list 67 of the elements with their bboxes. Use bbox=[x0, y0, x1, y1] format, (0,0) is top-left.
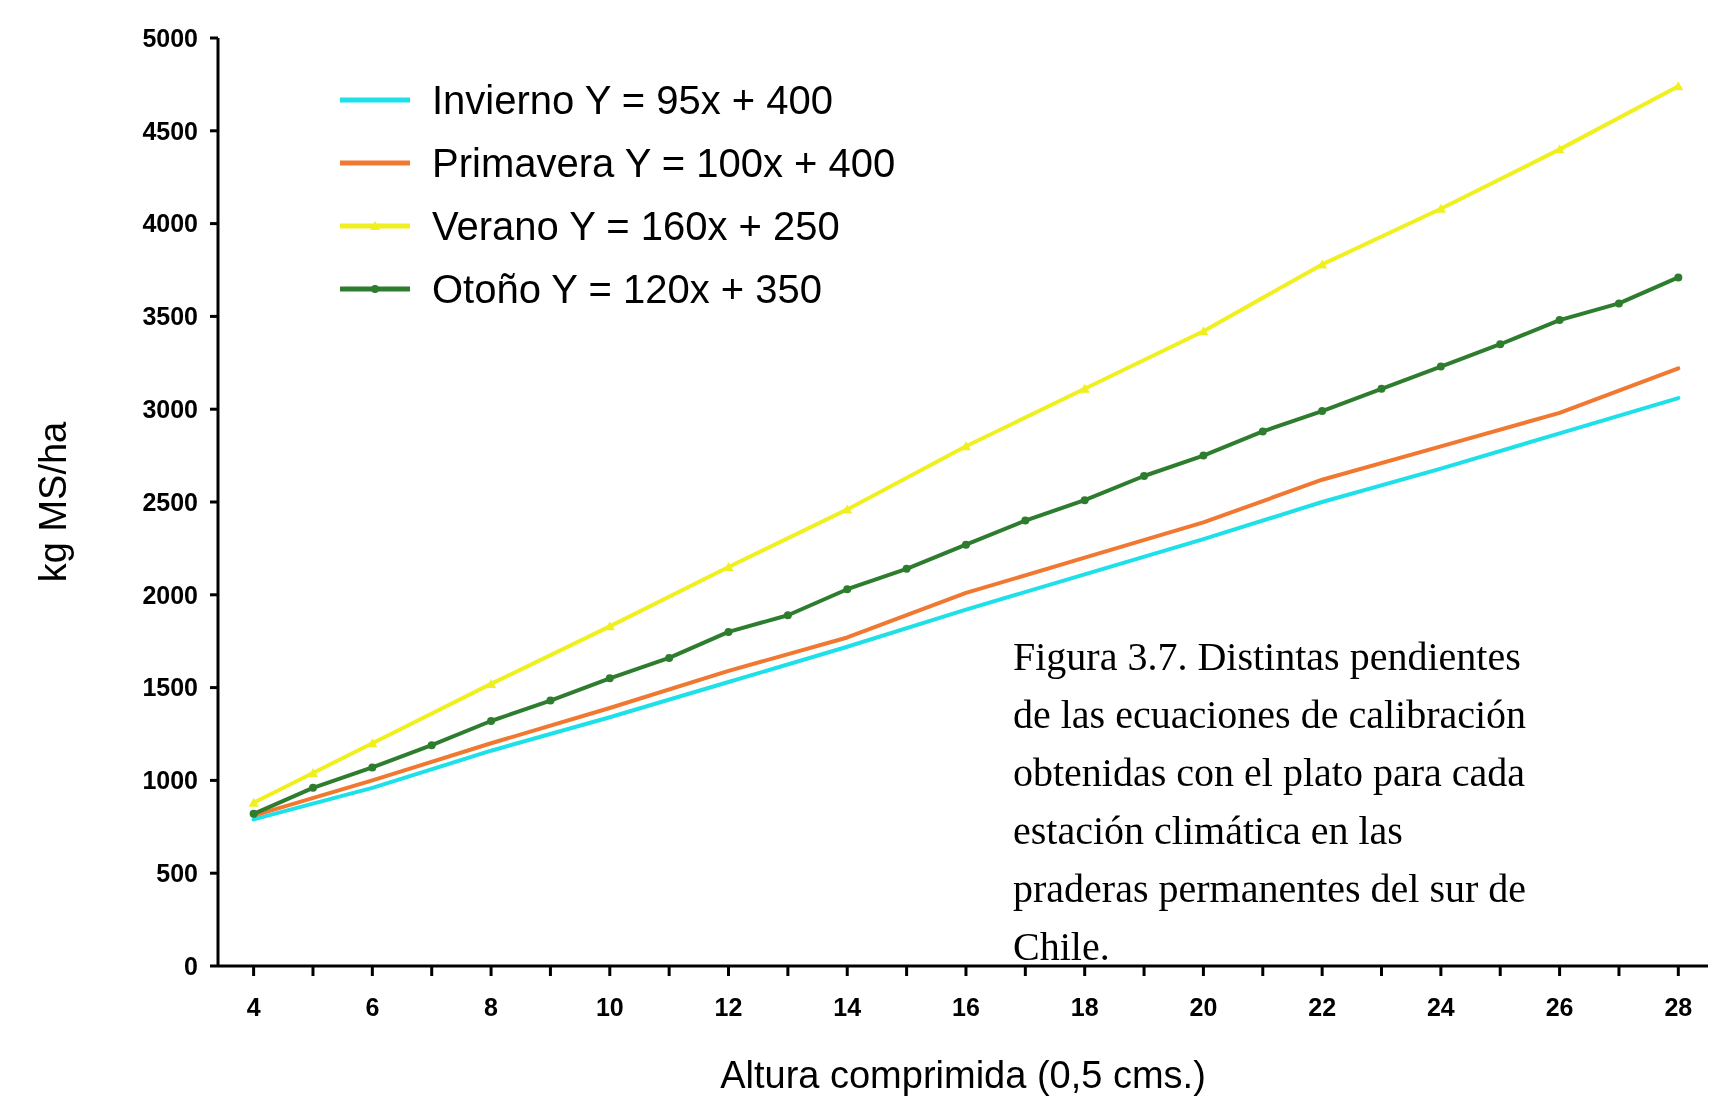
x-tick-label: 4 bbox=[246, 993, 261, 1021]
point bbox=[1140, 472, 1149, 481]
point bbox=[1674, 273, 1683, 282]
y-tick-label: 2500 bbox=[142, 487, 198, 516]
point bbox=[1021, 516, 1030, 525]
legend-label: Primavera Y = 100x + 400 bbox=[432, 141, 896, 185]
x-tick-label: 12 bbox=[714, 993, 743, 1021]
point bbox=[1258, 427, 1267, 436]
x-tick-label: 10 bbox=[595, 993, 624, 1021]
y-axis-title: kg MS/ha bbox=[32, 420, 74, 583]
x-tick-label: 16 bbox=[952, 993, 980, 1021]
point bbox=[1673, 81, 1684, 91]
annotation: Figura 3.7. Distintas pendientes de las ecuaciones de calibración obtenidas con el plato para cada estación climática en las praderas permanentes del sur de Chile. bbox=[1013, 634, 1527, 969]
point bbox=[783, 611, 792, 620]
point bbox=[1377, 384, 1386, 393]
x-tick-label: 22 bbox=[1308, 993, 1337, 1021]
x-tick-label: 18 bbox=[1070, 993, 1099, 1021]
point bbox=[367, 738, 378, 748]
point bbox=[427, 741, 436, 750]
point bbox=[665, 653, 674, 662]
point bbox=[605, 674, 614, 683]
point bbox=[1614, 299, 1623, 308]
y-tick-label: 1500 bbox=[142, 673, 198, 702]
x-tick-label: 26 bbox=[1545, 993, 1574, 1021]
point bbox=[1198, 326, 1209, 336]
legend-label: Verano Y = 160x + 250 bbox=[432, 204, 840, 248]
point bbox=[1555, 316, 1564, 325]
x-tick-label: 8 bbox=[484, 993, 499, 1021]
point bbox=[308, 783, 317, 792]
point bbox=[1554, 144, 1565, 154]
legend-label: Otoño Y = 120x + 350 bbox=[432, 267, 822, 311]
y-tick-label: 3500 bbox=[142, 302, 198, 331]
point bbox=[1199, 451, 1208, 460]
y-tick-label: 0 bbox=[184, 951, 198, 980]
point bbox=[843, 585, 852, 594]
point bbox=[487, 717, 496, 726]
point bbox=[1318, 407, 1327, 416]
y-tick-label: 4000 bbox=[142, 209, 198, 238]
y-tick-label: 5000 bbox=[142, 23, 198, 52]
x-tick-label: 14 bbox=[833, 993, 862, 1021]
point bbox=[1079, 383, 1090, 393]
point bbox=[1496, 340, 1505, 349]
point bbox=[249, 809, 258, 818]
point bbox=[546, 696, 555, 705]
point bbox=[248, 797, 259, 807]
point bbox=[1436, 362, 1445, 371]
y-tick-label: 4500 bbox=[142, 116, 198, 145]
y-tick-label: 500 bbox=[156, 858, 198, 887]
x-axis-title: Altura comprimida (0,5 cms.) bbox=[720, 1054, 1206, 1096]
point bbox=[961, 540, 970, 549]
point bbox=[1080, 496, 1089, 505]
y-tick-label: 2000 bbox=[142, 580, 198, 609]
x-tick-label: 24 bbox=[1426, 993, 1455, 1021]
point bbox=[1317, 259, 1328, 269]
y-tick-label: 1000 bbox=[142, 766, 198, 795]
x-tick-label: 6 bbox=[365, 993, 380, 1021]
y-tick-label: 3000 bbox=[142, 394, 198, 423]
point bbox=[1435, 203, 1446, 213]
point bbox=[368, 763, 377, 772]
legend-label: Invierno Y = 95x + 400 bbox=[432, 78, 834, 122]
point bbox=[486, 678, 497, 688]
point bbox=[960, 441, 971, 451]
point bbox=[724, 627, 733, 636]
point bbox=[902, 564, 911, 573]
x-tick-label: 28 bbox=[1664, 993, 1693, 1021]
x-tick-label: 20 bbox=[1189, 993, 1218, 1021]
point bbox=[604, 621, 615, 631]
